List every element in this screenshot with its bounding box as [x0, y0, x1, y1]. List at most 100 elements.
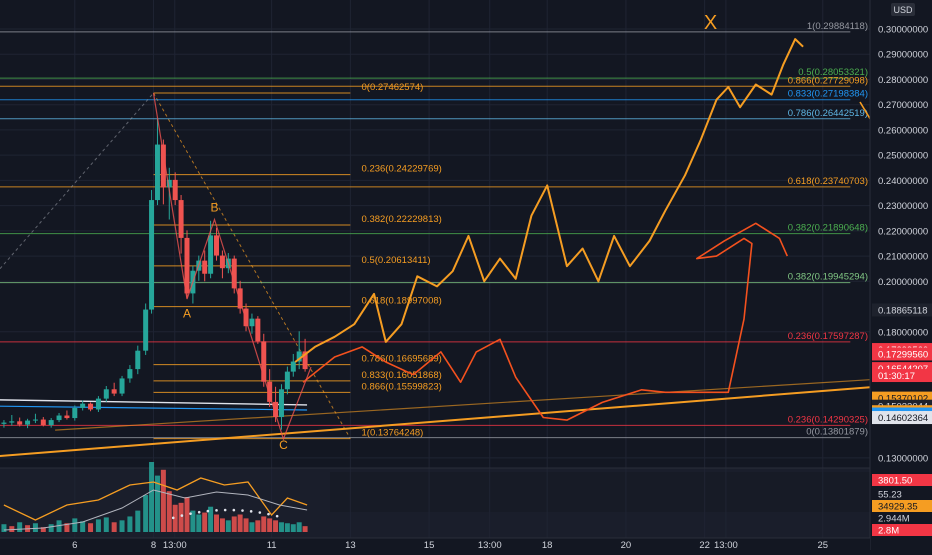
volume-bar [1, 524, 7, 532]
time-tick-label: 25 [817, 540, 828, 550]
candle-body [143, 309, 149, 351]
time-tick-label: 13:00 [478, 540, 502, 550]
oscillator-line-gray [3, 489, 308, 531]
volume-bar [296, 522, 302, 532]
candle-body [72, 407, 78, 419]
price-tag [872, 347, 932, 361]
volume-bar [143, 495, 149, 532]
candle-body [249, 318, 255, 327]
price-tag-label: 0.18865118 [878, 305, 928, 316]
volume-bar [64, 523, 70, 532]
fib2-level-label: 0.5(0.28053321) [798, 67, 868, 78]
candle-body [284, 371, 290, 390]
indicator-tag-label: 2.944M [878, 514, 910, 525]
sar-dot [275, 514, 279, 518]
price-tick-label: 0.25000000 [878, 151, 928, 162]
indicator-tag [872, 512, 932, 524]
volume-bar [48, 524, 54, 532]
indicator-tag [872, 488, 932, 500]
volume-bar [154, 475, 160, 532]
indicator-tag-label: 55.23 [878, 490, 902, 501]
price-tag [872, 411, 932, 425]
time-tick-label: 13:00 [163, 540, 187, 550]
volume-bar [119, 520, 125, 532]
candle-body [184, 237, 190, 294]
price-tick-label: 0.23000000 [878, 201, 928, 212]
price-tick-label: 0.30000000 [878, 25, 928, 36]
candle-body [267, 381, 273, 402]
price-axis[interactable]: 0.30000000 0.29000000 0.28000000 0.27000000… [869, 0, 932, 550]
currency-badge[interactable] [891, 3, 915, 16]
time-tick-label: 13 [345, 540, 356, 550]
axis-background [870, 0, 932, 550]
indicator-tag-label: 34929.35 [878, 502, 918, 513]
fib-retracement-1[interactable]: 0(0.27462574) 0.236(0.24229769) 0.382(0.22… [153, 82, 442, 440]
fib1-level-label: 1(0.13764248) [362, 428, 424, 439]
volume-bar [214, 514, 220, 532]
volume-bar [127, 516, 133, 532]
fib1-trend-line [153, 92, 351, 439]
projection-path-red[interactable] [302, 222, 789, 421]
volume-bar [249, 522, 255, 532]
currency-label: USD [893, 5, 913, 15]
fib2-level-label: 0.618(0.23740703) [788, 176, 868, 187]
fib2-level-label: 0.236(0.14290325) [788, 414, 868, 425]
volume-bar [149, 462, 155, 532]
annotation-label: B [211, 200, 219, 214]
volume-bar [172, 504, 178, 532]
price-tick-label: 0.28000000 [878, 75, 928, 86]
time-tick-label: 22 [699, 540, 710, 550]
volume-bar [160, 469, 166, 532]
volume-bar [273, 520, 279, 532]
indicator-tag [872, 500, 932, 512]
candle-body [243, 308, 249, 327]
candle-body [237, 288, 243, 309]
volume-bar [290, 524, 296, 532]
trendlines[interactable] [0, 379, 871, 458]
moving-average-white [0, 399, 308, 406]
projection-drawings[interactable] [152, 38, 873, 441]
indicator-tag-label: 2.8M [878, 526, 899, 537]
price-tag-label: 0.17299560 [878, 349, 928, 360]
time-tick-label: 13:00 [714, 540, 738, 550]
price-tick-label: 0.18000000 [878, 327, 928, 338]
moving-average-blue [0, 405, 308, 411]
volume-bar [88, 523, 94, 532]
rsi-band [330, 472, 870, 512]
candle-body [231, 258, 237, 289]
candle-body [160, 144, 166, 188]
sar-dot [197, 510, 201, 514]
fib-retracement-2[interactable]: 1(0.29884118) 0.5(0.28053321)0.866(0.2772… [0, 21, 868, 439]
sar-dot [206, 509, 210, 513]
volume-bar [278, 522, 284, 532]
fib1-level-label: 0.786(0.16695689) [362, 354, 442, 365]
time-axis[interactable]: 6 8 13:00 11 13 15 13:00 18 20 22 13:00 25 [0, 537, 870, 551]
volume-bar [40, 527, 46, 532]
volume-bar [111, 522, 117, 532]
candle-body [80, 403, 86, 408]
candle-body [127, 369, 133, 379]
sar-dot [232, 508, 236, 512]
pattern-annotations: A B C X [183, 12, 717, 452]
candle-body [219, 255, 225, 269]
fib2-level-label: 0.786(0.26442519) [788, 108, 868, 119]
fib1-level-label: 0.382(0.22229813) [362, 214, 442, 225]
sar-dot [171, 516, 175, 520]
fib1-level-label: 0.236(0.24229769) [362, 164, 442, 175]
candle-body [95, 398, 101, 410]
trendline-support[interactable] [0, 386, 871, 458]
sar-dot [258, 511, 262, 514]
candle-body [149, 200, 155, 310]
trendline-secondary[interactable] [55, 379, 871, 431]
candle-body [154, 144, 160, 201]
volume-bar [302, 526, 308, 532]
sar-dot [215, 509, 218, 512]
volume-bar [225, 520, 231, 532]
fib2-level-label: 0.236(0.17597287) [788, 331, 868, 342]
projection-path-orange[interactable] [294, 38, 804, 363]
sar-dot [241, 509, 244, 512]
price-tick-label: 0.29000000 [878, 50, 928, 61]
volume-bar [184, 497, 190, 532]
price-tag-label: 01:30:17 [878, 371, 915, 382]
